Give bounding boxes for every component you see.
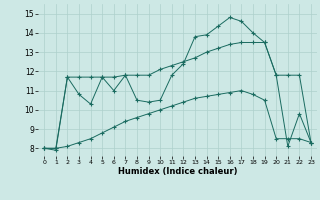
X-axis label: Humidex (Indice chaleur): Humidex (Indice chaleur) (118, 167, 237, 176)
